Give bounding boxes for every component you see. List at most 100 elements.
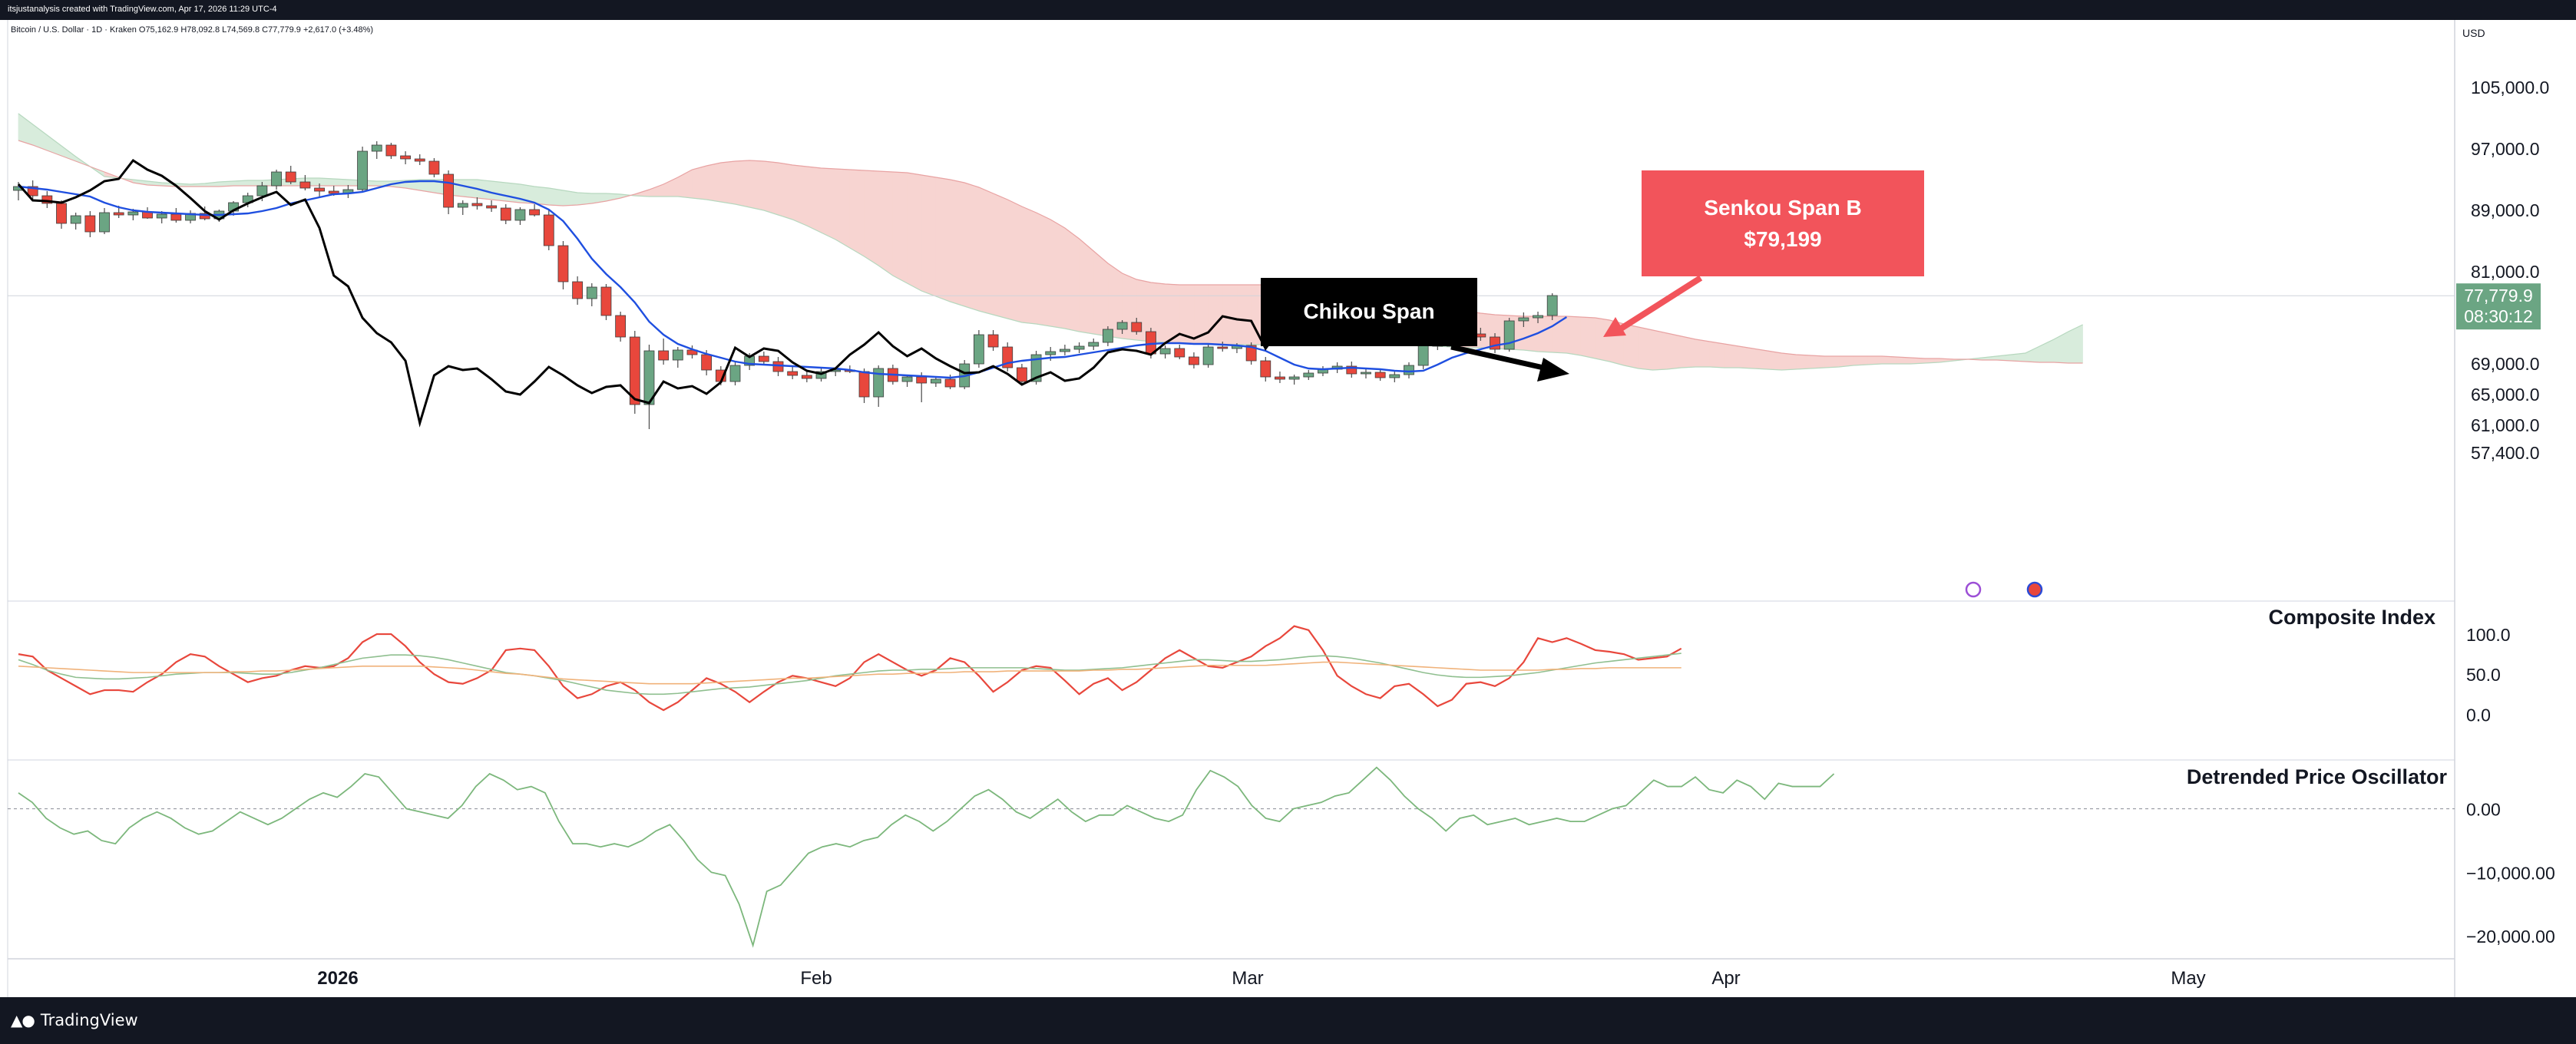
cloud-segment	[1752, 348, 1768, 370]
candle-body	[672, 349, 683, 361]
annotations: Chikou Span Senkou Span B $79,199	[1261, 170, 2043, 598]
time-tick-label: Apr	[1711, 968, 1740, 989]
candle-body	[443, 173, 454, 208]
candle-body	[916, 376, 928, 384]
candle-body	[1245, 345, 1257, 362]
candle-body	[973, 334, 984, 365]
candle-body	[500, 207, 511, 221]
candle-body	[1303, 372, 1314, 378]
indicator-lines	[17, 158, 1568, 428]
candle-body	[156, 213, 167, 219]
senkou-b-label: Senkou Span B	[1704, 196, 1861, 220]
attribution-text: itsjustanalysis created with TradingView…	[8, 5, 277, 14]
composite-tick-label: 0.0	[2466, 705, 2491, 725]
candle-body	[1260, 360, 1271, 378]
cloud-segment	[1738, 345, 1754, 369]
cloud-segment	[1064, 227, 1080, 332]
brand-name: TradingView	[40, 1011, 138, 1029]
composite-slow-ma-line	[18, 661, 1682, 685]
dpo-tick-label: 0.00	[2466, 800, 2501, 820]
lower-panels: Composite Index 100.0 50.0 0.0 Detrended Pri…	[7, 20, 2555, 997]
cloud-segment	[778, 162, 793, 220]
senkou-b-arrow-head	[1603, 317, 1626, 337]
cloud-segment	[577, 192, 593, 206]
chikou-span-callout	[1261, 278, 1477, 346]
candle-body	[1174, 348, 1185, 358]
candle-body	[56, 203, 67, 224]
candle-body	[1546, 295, 1558, 316]
candle-body	[1189, 356, 1199, 365]
candle-body	[787, 371, 799, 376]
cloud-segment	[763, 160, 779, 216]
candle-body	[987, 334, 999, 348]
candle-body	[1131, 322, 1143, 332]
candle-body	[1017, 367, 1027, 382]
replay-icon	[1965, 581, 1982, 598]
tradingview-logo[interactable]: ▲● TradingView	[11, 1011, 138, 1029]
composite-tick-label: 50.0	[2466, 665, 2501, 685]
cloud-segment	[1036, 212, 1051, 327]
us-flag-icon	[2026, 581, 2043, 598]
chart-area[interactable]: Chikou Span Senkou Span B $79,199 Composit…	[0, 20, 2576, 997]
senkou-b-callout	[1642, 170, 1924, 276]
candle-body	[414, 158, 425, 162]
candle-body	[543, 214, 554, 246]
senkou-b-arrow-shaft	[1616, 275, 1703, 333]
cloud-segment	[864, 170, 879, 266]
cloud-segment	[2053, 331, 2069, 364]
time-tick-label: Feb	[800, 968, 832, 989]
price-tick-label: 97,000.0	[2471, 139, 2540, 159]
dpo-tick-label: −10,000.00	[2466, 863, 2555, 883]
cloud-segment	[491, 180, 507, 202]
candle-body	[1404, 365, 1414, 375]
cloud-segment	[935, 177, 951, 302]
time-tick-label: Mar	[1232, 968, 1263, 989]
candle-body	[600, 286, 612, 316]
price-tick-label: 69,000.0	[2471, 354, 2540, 374]
cloud-segment	[1021, 206, 1037, 325]
cloud-segment	[1208, 284, 1223, 345]
bottom-bar: ▲● TradingView	[0, 997, 2576, 1044]
cloud-segment	[534, 186, 550, 206]
candle-body	[930, 378, 941, 384]
candle-body	[557, 245, 569, 282]
candle-body	[314, 187, 325, 192]
candle-body	[514, 209, 526, 221]
time-tick-label: 2026	[317, 968, 358, 989]
cloud-segment	[1681, 335, 1696, 368]
cloud-segment	[2025, 345, 2040, 363]
price-panel	[8, 141, 2455, 429]
last-price-badge	[2456, 283, 2541, 330]
candle-body	[1275, 376, 1285, 380]
candle-body	[41, 195, 53, 204]
tradingview-mark-icon: ▲●	[11, 1011, 35, 1029]
cloud-segment	[548, 187, 564, 206]
cloud-segment	[921, 174, 937, 297]
candle-body	[1103, 329, 1113, 343]
cloud-segment	[1007, 199, 1023, 323]
cloud-segment	[878, 170, 894, 276]
candle-body	[586, 286, 597, 299]
cloud-segment	[1236, 284, 1252, 345]
price-tick-label: 89,000.0	[2471, 200, 2540, 220]
candle-body	[658, 350, 670, 361]
cloud-segment	[792, 164, 808, 226]
cloud-segment	[1853, 355, 1868, 366]
symbol-info: Bitcoin / U.S. Dollar · 1D · Kraken O75,…	[11, 25, 374, 35]
price-tick-label: 61,000.0	[2471, 415, 2540, 435]
cloud-segment	[1709, 341, 1725, 368]
chikou-arrow-shaft	[1450, 344, 1558, 374]
candle-body	[256, 185, 268, 197]
candle-body	[285, 171, 296, 183]
time-tick-label: May	[2171, 968, 2205, 989]
cloud-segment	[964, 182, 980, 312]
cloud-segment	[821, 167, 836, 240]
chikou-span-label: Chikou Span	[1303, 299, 1434, 323]
cloud-segment	[735, 160, 750, 208]
cloud-segment	[835, 168, 851, 249]
cloud-segment	[1638, 326, 1653, 371]
candle-body	[1361, 372, 1371, 375]
cloud-segment	[907, 172, 922, 292]
cloud-segment	[1580, 316, 1596, 359]
composite-index-line	[18, 625, 1682, 712]
